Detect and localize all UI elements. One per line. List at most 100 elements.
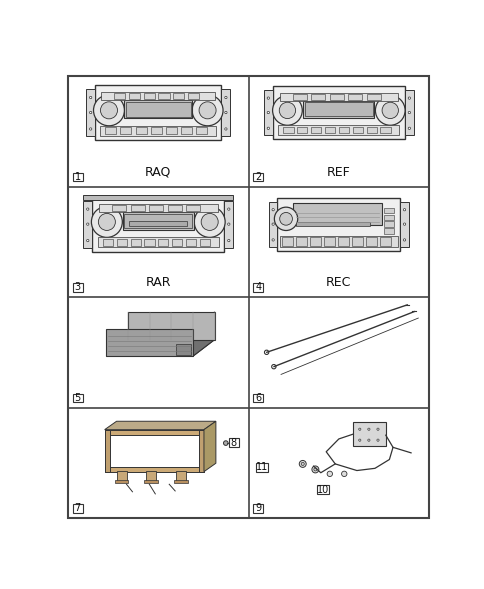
- Polygon shape: [106, 329, 193, 356]
- Bar: [297, 127, 307, 133]
- Bar: [125, 102, 191, 117]
- Circle shape: [311, 466, 318, 473]
- Circle shape: [376, 439, 378, 441]
- Bar: [99, 204, 217, 212]
- Circle shape: [408, 97, 409, 100]
- Bar: [100, 126, 216, 135]
- Circle shape: [90, 97, 91, 99]
- Bar: [366, 127, 376, 133]
- Text: 3: 3: [75, 282, 80, 292]
- Circle shape: [381, 102, 397, 118]
- Bar: [253, 393, 263, 402]
- Bar: [329, 94, 343, 100]
- Bar: [73, 504, 82, 512]
- Bar: [124, 214, 192, 228]
- Bar: [348, 94, 362, 100]
- Circle shape: [93, 95, 124, 126]
- Circle shape: [224, 111, 227, 114]
- Bar: [253, 173, 263, 181]
- Bar: [224, 201, 233, 247]
- Bar: [83, 195, 233, 200]
- Bar: [311, 127, 320, 133]
- Bar: [97, 237, 218, 247]
- Bar: [352, 422, 385, 446]
- Bar: [365, 237, 377, 246]
- Circle shape: [367, 428, 369, 431]
- Bar: [103, 239, 113, 246]
- Bar: [117, 239, 127, 246]
- Bar: [293, 203, 381, 225]
- Bar: [116, 471, 126, 481]
- Circle shape: [227, 239, 229, 241]
- Circle shape: [358, 428, 360, 431]
- Bar: [383, 214, 393, 220]
- Circle shape: [272, 239, 274, 241]
- Bar: [324, 127, 334, 133]
- Circle shape: [267, 97, 269, 100]
- Bar: [181, 127, 192, 134]
- Bar: [135, 127, 146, 134]
- Bar: [176, 471, 186, 481]
- Bar: [112, 205, 126, 211]
- Bar: [324, 237, 334, 246]
- Polygon shape: [204, 421, 215, 472]
- Bar: [185, 239, 196, 246]
- Bar: [302, 101, 374, 118]
- Circle shape: [272, 95, 302, 125]
- Circle shape: [201, 213, 218, 230]
- Bar: [105, 429, 204, 435]
- Polygon shape: [128, 312, 214, 340]
- Bar: [379, 237, 391, 246]
- Circle shape: [403, 223, 405, 225]
- Bar: [352, 127, 362, 133]
- Circle shape: [87, 208, 89, 210]
- Bar: [351, 237, 363, 246]
- Bar: [196, 127, 207, 134]
- Bar: [130, 239, 140, 246]
- Text: REC: REC: [325, 276, 351, 289]
- Circle shape: [403, 209, 405, 211]
- Circle shape: [326, 471, 332, 477]
- Circle shape: [272, 223, 274, 225]
- Bar: [92, 197, 224, 252]
- Bar: [366, 94, 380, 100]
- Circle shape: [408, 111, 409, 114]
- Text: 5: 5: [75, 393, 80, 403]
- Text: REF: REF: [326, 166, 350, 178]
- Circle shape: [192, 95, 223, 126]
- Bar: [253, 283, 263, 292]
- Bar: [268, 201, 277, 247]
- Text: 8: 8: [230, 438, 237, 448]
- Bar: [149, 205, 163, 211]
- Circle shape: [194, 207, 225, 237]
- Polygon shape: [106, 340, 214, 356]
- Text: 11: 11: [255, 462, 268, 472]
- Bar: [73, 173, 82, 181]
- Bar: [144, 239, 154, 246]
- Bar: [144, 481, 158, 484]
- Bar: [95, 85, 221, 140]
- Circle shape: [408, 127, 409, 130]
- Bar: [122, 212, 194, 230]
- Circle shape: [267, 111, 269, 114]
- Bar: [282, 237, 293, 246]
- Circle shape: [313, 468, 316, 471]
- Bar: [296, 237, 307, 246]
- Text: 4: 4: [255, 282, 261, 292]
- Circle shape: [98, 213, 115, 230]
- Bar: [101, 92, 215, 100]
- Bar: [86, 89, 95, 136]
- Circle shape: [341, 471, 346, 477]
- Bar: [292, 94, 306, 100]
- Bar: [173, 93, 184, 99]
- Bar: [338, 127, 348, 133]
- Bar: [279, 236, 397, 247]
- Circle shape: [267, 127, 269, 130]
- Bar: [174, 481, 188, 484]
- Bar: [295, 222, 369, 226]
- Polygon shape: [193, 312, 214, 356]
- Bar: [124, 100, 192, 118]
- Bar: [105, 429, 109, 472]
- Circle shape: [279, 213, 292, 225]
- Circle shape: [90, 128, 91, 130]
